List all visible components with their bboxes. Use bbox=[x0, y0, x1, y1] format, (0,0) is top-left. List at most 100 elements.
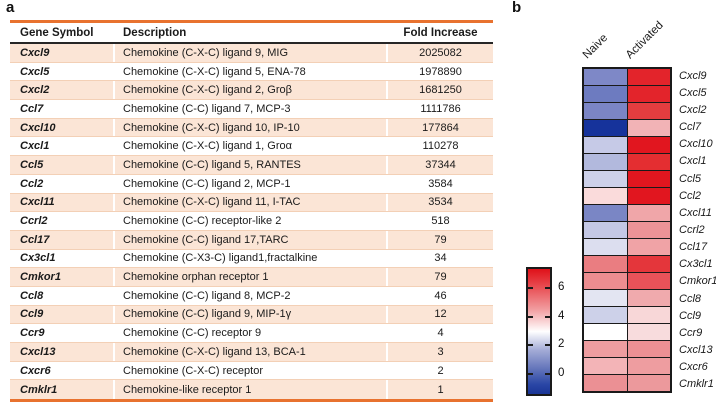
description-cell: Chemokine-like receptor 1 bbox=[115, 380, 388, 400]
heatmap-row bbox=[584, 341, 670, 358]
fold-increase-cell: 79 bbox=[388, 268, 493, 286]
panel-b-label: b bbox=[512, 0, 522, 16]
gene-symbol-cell: Cxcl1 bbox=[10, 137, 115, 156]
heatmap-cell-activated bbox=[627, 188, 670, 204]
gene-symbol-cell: Ccl8 bbox=[10, 286, 115, 305]
heatmap-cell-naive bbox=[584, 375, 628, 391]
heatmap-cell-activated bbox=[627, 171, 670, 187]
table-row: Ccl9 Chemokine (C-C) ligand 9, MIP-1γ 12 bbox=[10, 305, 493, 325]
heatmap-gene-label: Cxcr6 bbox=[679, 361, 708, 374]
colorbar-tick-label: 0 bbox=[558, 366, 565, 379]
gene-symbol-cell: Cxcr6 bbox=[10, 361, 115, 380]
heatmap-gene-label: Cmkor1 bbox=[679, 275, 716, 288]
fold-increase-cell: 1681250 bbox=[388, 81, 493, 100]
heatmap-cell-naive bbox=[584, 188, 628, 204]
heatmap-cell-activated bbox=[627, 86, 670, 102]
description-cell: Chemokine (C-X-C) ligand 13, BCA-1 bbox=[115, 343, 388, 361]
colorbar-tick-mark bbox=[545, 344, 550, 346]
heatmap-grid bbox=[582, 67, 672, 393]
description-cell: Chemokine (C-C) ligand 5, RANTES bbox=[115, 156, 388, 174]
heatmap-cell-naive bbox=[584, 171, 628, 187]
heatmap-cell-activated bbox=[627, 375, 670, 391]
description-cell: Chemokine (C-X-C) ligand 11, I-TAC bbox=[115, 193, 388, 212]
table-row: Ccl7 Chemokine (C-C) ligand 7, MCP-3 11117… bbox=[10, 100, 493, 119]
description-cell: Chemokine (C-C) ligand 2, MCP-1 bbox=[115, 174, 388, 193]
heatmap-column-label-naive: Naive bbox=[580, 32, 611, 62]
heatmap-row bbox=[584, 324, 670, 341]
heatmap-cell-naive bbox=[584, 324, 628, 340]
heatmap-gene-label: Cx3cl1 bbox=[679, 258, 713, 271]
heatmap-row bbox=[584, 103, 670, 120]
description-cell: Chemokine (C-X-C) ligand 10, IP-10 bbox=[115, 118, 388, 137]
colorbar-tick-mark bbox=[528, 287, 533, 289]
heatmap-row bbox=[584, 86, 670, 103]
gene-symbol-cell: Cmklr1 bbox=[10, 380, 115, 400]
heatmap-gene-label: Ccrl2 bbox=[679, 223, 705, 236]
table-row: Ccl5 Chemokine (C-C) ligand 5, RANTES 3734… bbox=[10, 156, 493, 175]
fold-increase-cell: 3584 bbox=[388, 174, 493, 193]
fold-increase-cell: 177864 bbox=[388, 118, 493, 137]
heatmap-cell-activated bbox=[627, 103, 670, 119]
heatmap-row bbox=[584, 222, 670, 239]
heatmap-gene-label: Cxcl11 bbox=[679, 206, 712, 219]
description-cell: Chemokine (C-X-C) ligand 5, ENA-78 bbox=[115, 62, 388, 81]
heatmap-cell-activated bbox=[627, 307, 670, 323]
heatmap-gene-label: Ccl17 bbox=[679, 241, 708, 254]
fold-increase-table: Gene Symbol Description Fold Increase Cx… bbox=[10, 20, 493, 403]
description-cell: Chemokine (C-X-C) ligand 1, Groα bbox=[115, 137, 388, 156]
heatmap-row bbox=[584, 239, 670, 256]
fold-increase-cell: 2025082 bbox=[388, 44, 493, 62]
heatmap-gene-label: Ccl9 bbox=[679, 309, 702, 322]
description-cell: Chemokine (C-C) ligand 17,TARC bbox=[115, 230, 388, 249]
heatmap-row-labels: Cxcl9 Cxcl5 Cxcl2 Ccl7 Cxcl10 Cxcl1 Ccl5 Ccl2 Cx… bbox=[679, 67, 716, 393]
table-row: Cxcl2 Chemokine (C-X-C) ligand 2, Groβ 168… bbox=[10, 81, 493, 101]
heatmap-row bbox=[584, 375, 670, 391]
heatmap-cell-activated bbox=[627, 205, 670, 221]
heatmap-cell-activated bbox=[627, 324, 670, 340]
heatmap-row bbox=[584, 171, 670, 188]
fold-increase-cell: 34 bbox=[388, 249, 493, 268]
heatmap-cell-naive bbox=[584, 69, 628, 85]
fold-increase-cell: 110278 bbox=[388, 137, 493, 156]
heatmap-cell-activated bbox=[627, 120, 670, 136]
fold-increase-cell: 3 bbox=[388, 343, 493, 361]
colorbar-tick-mark bbox=[545, 372, 550, 375]
fold-increase-cell: 1978890 bbox=[388, 62, 493, 81]
fold-increase-cell: 1 bbox=[388, 380, 493, 400]
fold-increase-cell: 518 bbox=[388, 212, 493, 230]
gene-symbol-cell: Cxcl9 bbox=[10, 44, 115, 62]
gene-symbol-cell: Ccl7 bbox=[10, 100, 115, 118]
heatmap-cell-naive bbox=[584, 222, 628, 238]
heatmap-gene-label: Ccl2 bbox=[679, 189, 702, 202]
heatmap-cell-naive bbox=[584, 120, 628, 136]
heatmap-row bbox=[584, 69, 670, 86]
table-row: Cxcr6 Chemokine (C-X-C) receptor 2 bbox=[10, 361, 493, 381]
table-row: Cxcl13 Chemokine (C-X-C) ligand 13, BCA-1… bbox=[10, 343, 493, 362]
table-row: Ccl2 Chemokine (C-C) ligand 2, MCP-1 3584 bbox=[10, 174, 493, 194]
heatmap-cell-naive bbox=[584, 341, 628, 357]
heatmap-cell-activated bbox=[627, 341, 670, 357]
heatmap-row bbox=[584, 154, 670, 171]
table-row: Ccrl2 Chemokine (C-C) receptor-like 2 518 bbox=[10, 212, 493, 231]
table-row: Cxcl10 Chemokine (C-X-C) ligand 10, IP-10… bbox=[10, 118, 493, 138]
table-row: Cxcl5 Chemokine (C-X-C) ligand 5, ENA-78 1… bbox=[10, 62, 493, 82]
fold-increase-cell: 3534 bbox=[388, 193, 493, 212]
table-row: Ccl8 Chemokine (C-C) ligand 8, MCP-2 46 bbox=[10, 286, 493, 306]
heatmap-cell-naive bbox=[584, 137, 628, 153]
header-description: Description bbox=[123, 26, 187, 39]
gene-symbol-cell: Ccr9 bbox=[10, 324, 115, 342]
description-cell: Chemokine (C-X-C) ligand 2, Groβ bbox=[115, 81, 388, 100]
description-cell: Chemokine (C-C) ligand 7, MCP-3 bbox=[115, 100, 388, 118]
heatmap-gene-label: Cxcl10 bbox=[679, 138, 713, 151]
gene-symbol-cell: Ccl17 bbox=[10, 230, 115, 249]
description-cell: Chemokine (C-C) ligand 8, MCP-2 bbox=[115, 286, 388, 305]
gene-symbol-cell: Cx3cl1 bbox=[10, 249, 115, 268]
fold-increase-cell: 79 bbox=[388, 230, 493, 249]
fold-increase-cell: 37344 bbox=[388, 156, 493, 174]
table-row: Cx3cl1 Chemokine (C-X3-C) ligand1,fractal… bbox=[10, 249, 493, 269]
description-cell: Chemokine orphan receptor 1 bbox=[115, 268, 388, 286]
heatmap-cell-naive bbox=[584, 256, 628, 272]
gene-symbol-cell: Ccl9 bbox=[10, 305, 115, 324]
